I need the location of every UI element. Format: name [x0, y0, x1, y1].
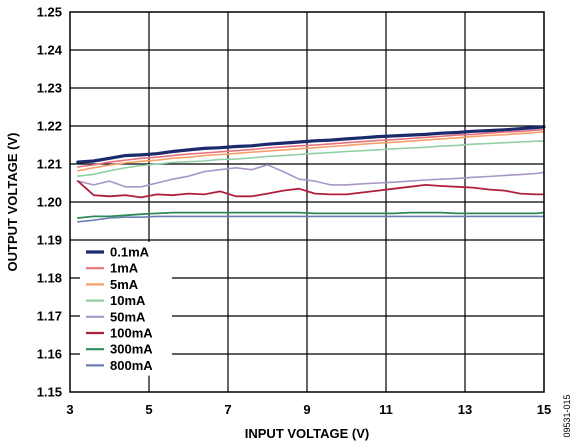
y-tick-label: 1.18 [37, 271, 62, 286]
y-tick-label: 1.23 [37, 81, 62, 96]
legend-label: 5mA [110, 277, 139, 292]
y-tick-label: 1.15 [37, 385, 62, 400]
plot-frame [69, 11, 545, 393]
x-tick-label: 13 [458, 402, 472, 417]
y-tick-label: 1.21 [37, 157, 62, 172]
legend-label: 100mA [110, 326, 153, 341]
x-tick-label: 7 [224, 402, 231, 417]
x-axis-title: INPUT VOLTAGE (V) [245, 426, 369, 441]
legend-label: 10mA [110, 293, 146, 308]
series-lines [76, 125, 546, 223]
tick-labels: 3 5 7 9 11 13 15 1.15 1.16 1.17 1.18 1.19 1.20 1.21 1.… [37, 5, 552, 418]
x-tick-label: 3 [66, 402, 73, 417]
y-tick-label: 1.25 [37, 5, 62, 20]
y-tick-label: 1.20 [37, 195, 62, 210]
series-line-300mA [77, 211, 545, 219]
legend-label: 800mA [110, 358, 153, 373]
legend-label: 300mA [110, 342, 153, 357]
x-tick-label: 5 [145, 402, 152, 417]
legend-background [80, 242, 172, 376]
legend-label: 1mA [110, 261, 139, 276]
series-line-10mA [77, 140, 545, 177]
x-tick-label: 11 [379, 402, 393, 417]
y-axis-title: OUTPUT VOLTAGE (V) [5, 133, 20, 272]
series-line-100mA [77, 180, 545, 199]
y-tick-label: 1.16 [37, 347, 62, 362]
y-tick-label: 1.19 [37, 233, 62, 248]
series-line-0_1mA [76, 125, 546, 164]
series-line-800mA [77, 215, 545, 223]
x-tick-label: 9 [303, 402, 310, 417]
legend-label: 50mA [110, 309, 146, 324]
series-line-5mA [77, 130, 545, 172]
series-line-1mA [77, 128, 545, 168]
figure-code: 09531-015 [562, 394, 572, 437]
y-tick-label: 1.24 [37, 43, 63, 58]
y-tick-label: 1.22 [37, 119, 62, 134]
legend-label: 0.1mA [110, 245, 150, 260]
x-tick-label: 15 [537, 402, 551, 417]
y-tick-label: 1.17 [37, 309, 62, 324]
series-line-50mA [77, 164, 545, 188]
